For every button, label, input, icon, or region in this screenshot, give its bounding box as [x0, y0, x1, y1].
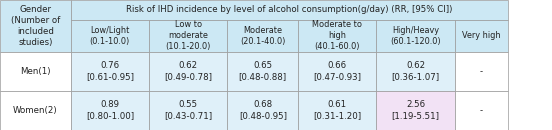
- Bar: [376, 52, 455, 91]
- Bar: [455, 20, 508, 52]
- Text: Moderate to
high
(40.1-60.0): Moderate to high (40.1-60.0): [312, 20, 362, 51]
- Text: Moderate
(20.1-40.0): Moderate (20.1-40.0): [240, 26, 285, 46]
- Text: Gender
(Number of
included
studies): Gender (Number of included studies): [10, 5, 60, 47]
- Bar: [298, 20, 376, 52]
- Text: -: -: [480, 67, 483, 76]
- Bar: [0, 52, 71, 91]
- Text: Low to
moderate
(10.1-20.0): Low to moderate (10.1-20.0): [166, 20, 211, 51]
- Bar: [376, 91, 455, 130]
- Text: 0.65
[0.48-0.88]: 0.65 [0.48-0.88]: [238, 61, 287, 82]
- Text: 0.62
[0.36-1.07]: 0.62 [0.36-1.07]: [391, 61, 440, 82]
- Bar: [149, 91, 227, 130]
- Text: 0.55
[0.43-0.71]: 0.55 [0.43-0.71]: [164, 100, 213, 121]
- Text: Very high: Very high: [462, 31, 501, 40]
- Text: Low/Light
(0.1-10.0): Low/Light (0.1-10.0): [90, 26, 130, 46]
- Bar: [298, 91, 376, 130]
- Bar: [227, 52, 298, 91]
- Text: 0.66
[0.47-0.93]: 0.66 [0.47-0.93]: [314, 61, 361, 82]
- Text: Women(2): Women(2): [13, 106, 57, 115]
- Bar: [0, 0, 71, 52]
- Bar: [71, 52, 149, 91]
- Bar: [0, 91, 71, 130]
- Bar: [227, 91, 298, 130]
- Text: 0.89
[0.80-1.00]: 0.89 [0.80-1.00]: [86, 100, 134, 121]
- Bar: [71, 91, 149, 130]
- Bar: [376, 20, 455, 52]
- Bar: [149, 52, 227, 91]
- Bar: [455, 91, 508, 130]
- Text: 0.62
[0.49-0.78]: 0.62 [0.49-0.78]: [164, 61, 212, 82]
- Bar: [71, 20, 149, 52]
- Text: -: -: [480, 106, 483, 115]
- Text: 0.76
[0.61-0.95]: 0.76 [0.61-0.95]: [86, 61, 134, 82]
- Text: Risk of IHD incidence by level of alcohol consumption(g/day) (RR, [95% CI]): Risk of IHD incidence by level of alcoho…: [126, 5, 453, 14]
- Text: 0.61
[0.31-1.20]: 0.61 [0.31-1.20]: [313, 100, 362, 121]
- Text: 0.68
[0.48-0.95]: 0.68 [0.48-0.95]: [239, 100, 286, 121]
- Text: Men(1): Men(1): [20, 67, 51, 76]
- Bar: [149, 20, 227, 52]
- Bar: [455, 52, 508, 91]
- Bar: [298, 52, 376, 91]
- Bar: [227, 20, 298, 52]
- Text: High/Heavy
(60.1-120.0): High/Heavy (60.1-120.0): [390, 26, 441, 46]
- Bar: [71, 0, 508, 20]
- Text: 2.56
[1.19-5.51]: 2.56 [1.19-5.51]: [392, 100, 439, 121]
